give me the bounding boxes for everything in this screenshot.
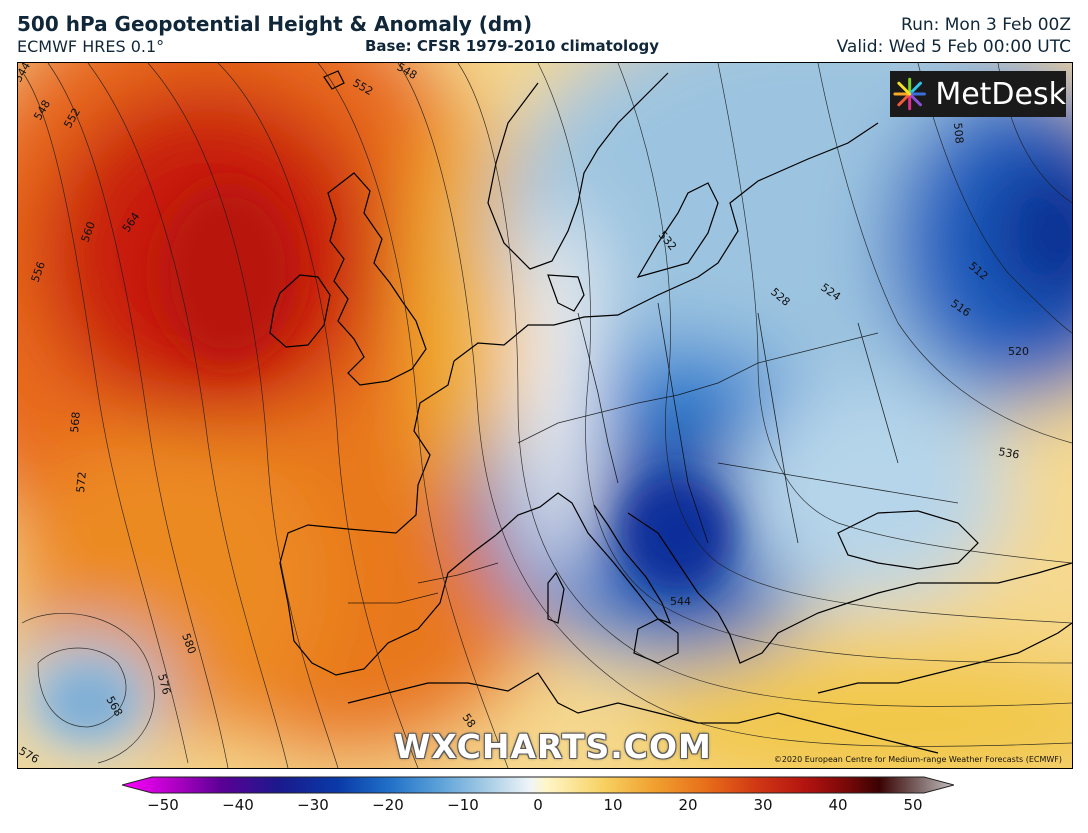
chart-title: 500 hPa Geopotential Height & Anomaly (d… bbox=[17, 12, 533, 36]
colorbar-tick-label: 30 bbox=[753, 796, 773, 814]
contour-label: 568 bbox=[68, 411, 83, 433]
wxcharts-watermark: WXCHARTS.COM bbox=[394, 727, 712, 766]
metdesk-logo-text: MetDesk bbox=[935, 76, 1066, 112]
contour-label: 536 bbox=[997, 445, 1020, 461]
colorbar-tick-label: 20 bbox=[678, 796, 698, 814]
contour-label: 544 bbox=[670, 595, 691, 608]
valid-time-label: Valid: Wed 5 Feb 00:00 UTC bbox=[836, 37, 1071, 57]
contour-label: 508 bbox=[951, 122, 966, 144]
colorbar-tick-label: −10 bbox=[447, 796, 479, 814]
country-borders bbox=[348, 302, 959, 604]
model-label: ECMWF HRES 0.1° bbox=[17, 37, 165, 56]
colorbar-tick-label: −30 bbox=[297, 796, 329, 814]
colorbar-tick-label: 0 bbox=[533, 796, 543, 814]
colorbar-tick-label: −20 bbox=[372, 796, 404, 814]
anomaly-map: 544 548 552 548 552 556 560 564 568 572 … bbox=[17, 62, 1073, 769]
colorbar-tick-label: 50 bbox=[903, 796, 923, 814]
colorbar-tick-label: −50 bbox=[147, 796, 179, 814]
colorbar-tick-label: 40 bbox=[828, 796, 848, 814]
colorbar-tick-label: −40 bbox=[222, 796, 254, 814]
map-canvas: 544 548 552 548 552 556 560 564 568 572 … bbox=[18, 63, 1072, 768]
height-contours bbox=[21, 63, 1072, 768]
metdesk-logo: MetDesk bbox=[890, 71, 1066, 117]
colorbar-tick-label: 10 bbox=[603, 796, 623, 814]
copyright-notice: ©2020 European Centre for Medium-range W… bbox=[773, 755, 1062, 764]
contour-label: 576 bbox=[155, 672, 173, 696]
base-climatology-label: Base: CFSR 1979-2010 climatology bbox=[365, 37, 660, 55]
colorbar bbox=[122, 776, 954, 794]
metdesk-pinwheel-icon bbox=[893, 77, 926, 111]
coastlines bbox=[269, 70, 1072, 754]
anomaly-field bbox=[18, 63, 1072, 768]
contour-label: 520 bbox=[1008, 345, 1029, 358]
contour-label: 572 bbox=[74, 471, 89, 493]
run-time-label: Run: Mon 3 Feb 00Z bbox=[901, 15, 1071, 35]
